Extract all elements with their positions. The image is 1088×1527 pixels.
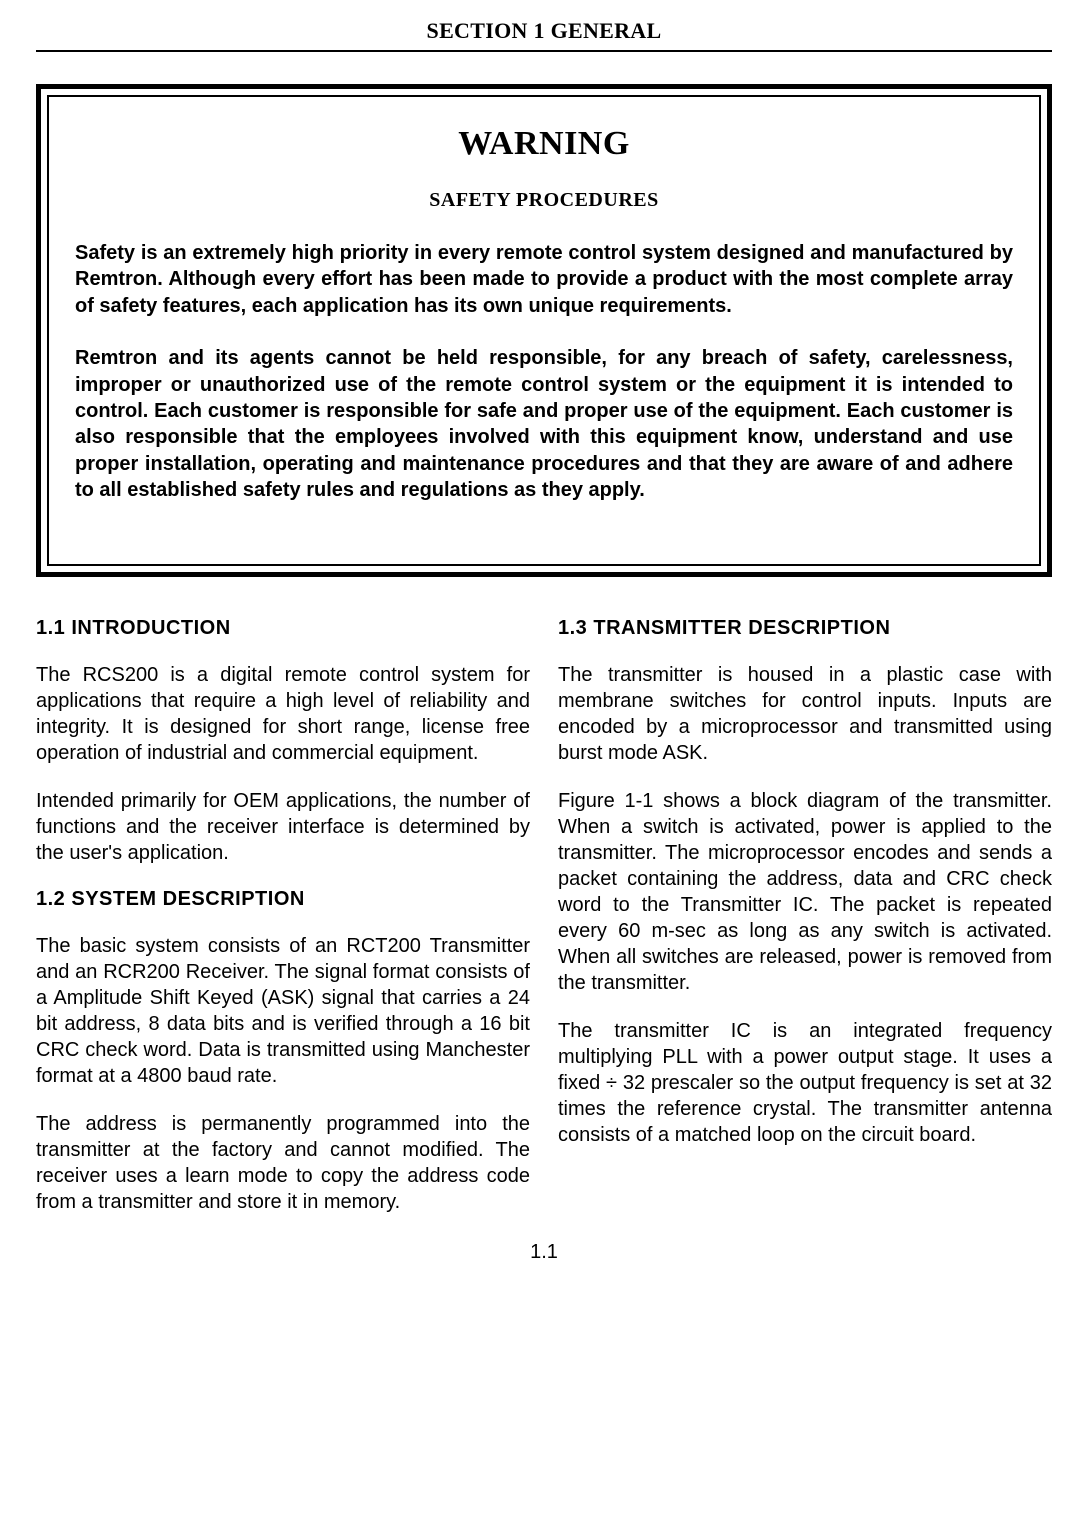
warning-box-outer: WARNING SAFETY PROCEDURES Safety is an e… — [36, 84, 1052, 577]
left-column: 1.1 INTRODUCTION The RCS200 is a digital… — [36, 617, 530, 1237]
warning-subtitle: SAFETY PROCEDURES — [75, 189, 1013, 212]
body-paragraph: The transmitter is housed in a plastic c… — [558, 662, 1052, 766]
body-paragraph: Figure 1-1 shows a block diagram of the … — [558, 788, 1052, 996]
warning-paragraph: Safety is an extremely high priority in … — [75, 240, 1013, 319]
body-paragraph: The address is permanently programmed in… — [36, 1111, 530, 1215]
document-page: SECTION 1 GENERAL WARNING SAFETY PROCEDU… — [0, 0, 1088, 1527]
warning-title: WARNING — [75, 125, 1013, 163]
section-heading-1-1: 1.1 INTRODUCTION — [36, 617, 530, 640]
page-number: 1.1 — [36, 1241, 1052, 1264]
body-paragraph: Intended primarily for OEM applications,… — [36, 788, 530, 866]
two-column-body: 1.1 INTRODUCTION The RCS200 is a digital… — [36, 617, 1052, 1237]
body-paragraph: The RCS200 is a digital remote control s… — [36, 662, 530, 766]
section-heading-1-2: 1.2 SYSTEM DESCRIPTION — [36, 888, 530, 911]
body-paragraph: The basic system consists of an RCT200 T… — [36, 933, 530, 1089]
warning-paragraph: Remtron and its agents cannot be held re… — [75, 345, 1013, 503]
section-heading-1-3: 1.3 TRANSMITTER DESCRIPTION — [558, 617, 1052, 640]
warning-box-inner: WARNING SAFETY PROCEDURES Safety is an e… — [47, 95, 1041, 566]
right-column: 1.3 TRANSMITTER DESCRIPTION The transmit… — [558, 617, 1052, 1237]
running-head: SECTION 1 GENERAL — [36, 18, 1052, 52]
body-paragraph: The transmitter IC is an integrated freq… — [558, 1018, 1052, 1148]
